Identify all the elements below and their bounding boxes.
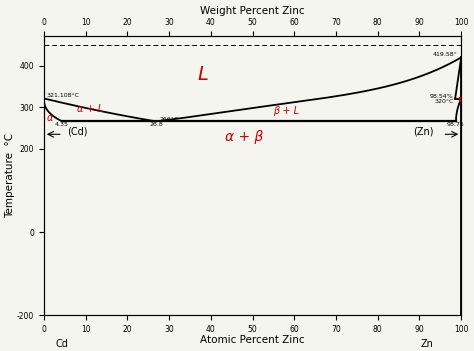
Text: 98.54%: 98.54%	[430, 94, 454, 99]
Text: 320°C: 320°C	[435, 99, 454, 104]
Text: β + L: β + L	[273, 106, 299, 116]
Text: 26.8: 26.8	[150, 122, 164, 127]
Y-axis label: Temperature  °C: Temperature °C	[6, 133, 16, 218]
Text: Zn: Zn	[420, 339, 433, 350]
Text: α + β: α + β	[225, 130, 264, 144]
Text: 266°C: 266°C	[159, 117, 178, 121]
Text: α: α	[47, 113, 54, 123]
Text: 419.58°: 419.58°	[432, 52, 457, 57]
X-axis label: Weight Percent Zinc: Weight Percent Zinc	[200, 6, 305, 15]
Text: 98.75: 98.75	[447, 122, 465, 127]
Text: L: L	[197, 65, 208, 84]
Text: (Zn): (Zn)	[413, 126, 434, 136]
X-axis label: Atomic Percent Zinc: Atomic Percent Zinc	[200, 336, 305, 345]
Text: α + L: α + L	[77, 104, 103, 114]
Text: 4.35: 4.35	[55, 122, 69, 127]
Text: (Cd): (Cd)	[67, 126, 88, 136]
Text: Cd: Cd	[55, 339, 68, 350]
Text: 321.108°C: 321.108°C	[46, 93, 80, 98]
